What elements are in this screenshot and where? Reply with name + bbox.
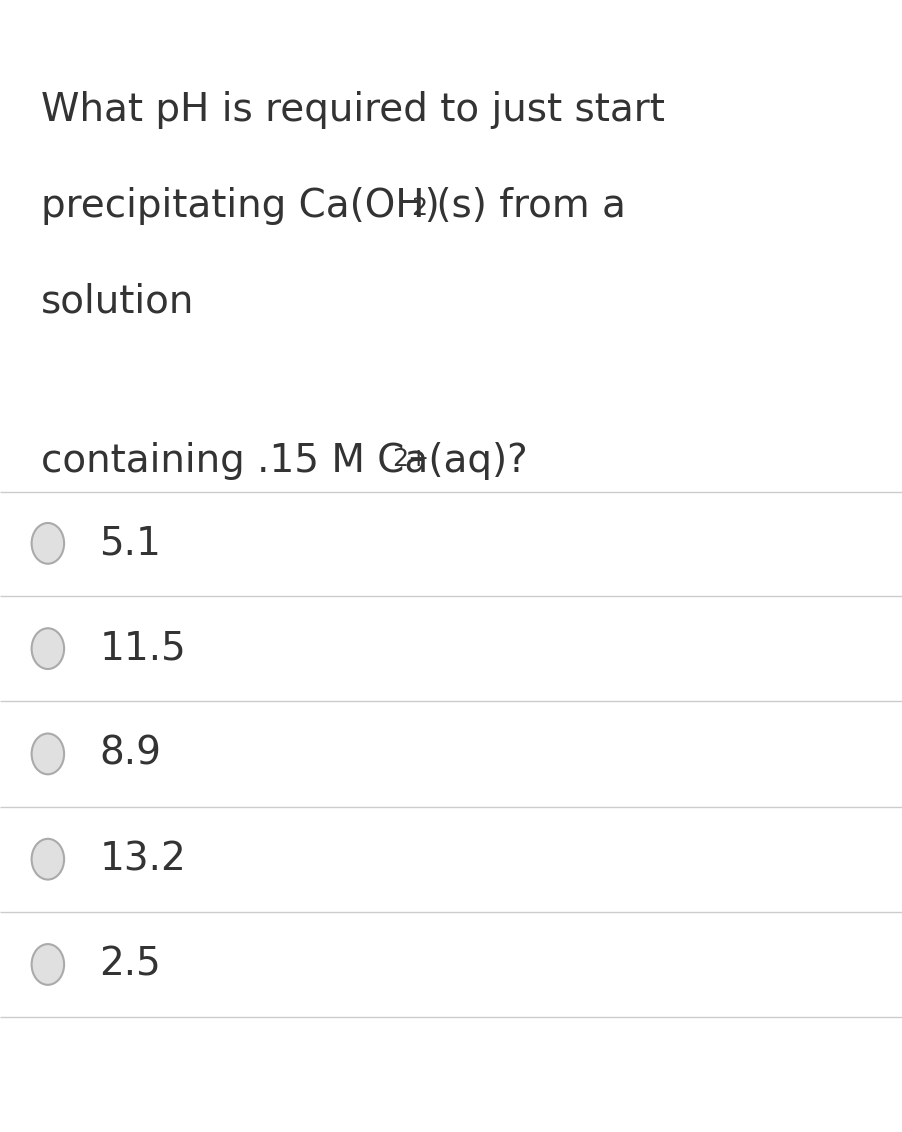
Circle shape <box>32 628 64 669</box>
Text: 11.5: 11.5 <box>99 629 186 668</box>
Circle shape <box>32 944 64 985</box>
Text: (aq)?: (aq)? <box>415 441 527 480</box>
Text: 2.5: 2.5 <box>99 945 161 984</box>
Text: 13.2: 13.2 <box>99 840 186 878</box>
Text: 2+: 2+ <box>391 447 429 471</box>
Text: 8.9: 8.9 <box>99 735 161 773</box>
Circle shape <box>32 734 64 774</box>
Text: containing .15 M Ca: containing .15 M Ca <box>41 441 428 480</box>
Circle shape <box>32 523 64 564</box>
Text: What pH is required to just start: What pH is required to just start <box>41 91 664 129</box>
Text: precipitating Ca(OH): precipitating Ca(OH) <box>41 187 439 225</box>
Text: 2: 2 <box>410 196 427 220</box>
Text: 5.1: 5.1 <box>99 524 161 563</box>
Circle shape <box>32 839 64 880</box>
Text: solution: solution <box>41 283 194 321</box>
Text: (s) from a: (s) from a <box>423 187 625 225</box>
